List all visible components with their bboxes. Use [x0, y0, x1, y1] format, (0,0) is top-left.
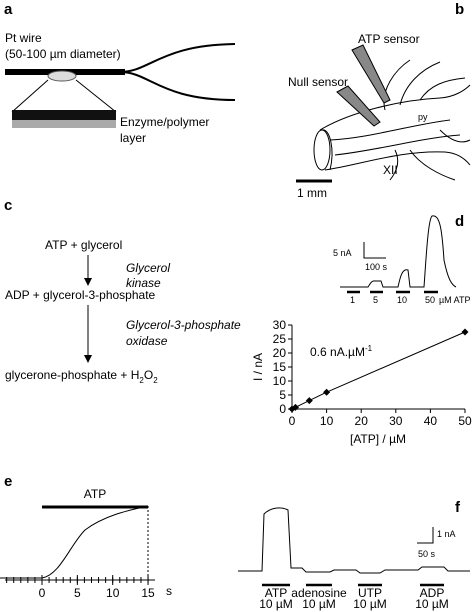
y-tick-label: 15	[273, 360, 287, 374]
panel-label: f	[455, 499, 461, 516]
layer-label: layer	[120, 131, 146, 145]
x-tick-label: 10	[320, 414, 334, 428]
tick-label: 10	[106, 586, 120, 600]
y-tick-label: 5	[279, 388, 286, 402]
scale-label: 100 s	[365, 262, 388, 272]
x-tick-label: 50	[458, 414, 472, 428]
atp-sensor	[351, 44, 391, 104]
null-sensor-label: Null sensor	[288, 75, 348, 89]
conc-label: 50	[425, 295, 435, 305]
scale-bars	[363, 242, 386, 259]
enzyme-bump	[47, 70, 77, 82]
y-tick-label: 10	[273, 374, 287, 388]
scale-label: 1 nA	[437, 529, 456, 539]
fit-line	[291, 331, 466, 410]
scale-label: 1 mm	[297, 186, 327, 200]
scale-bars	[417, 527, 434, 544]
magnify-lines	[11, 79, 117, 113]
response-trace	[0, 505, 149, 579]
stim-conc: 10 µM	[302, 597, 336, 611]
wire-label: Pt wire	[5, 31, 42, 45]
x-tick-label: 20	[355, 414, 369, 428]
scale-label: 50 s	[418, 549, 436, 559]
diameter-label: (50-100 µm diameter)	[5, 47, 121, 61]
point	[305, 397, 313, 405]
x-axis-label: [ATP] / µM	[350, 432, 406, 446]
panel-label: c	[4, 197, 12, 214]
layer-label: Enzyme/polymer	[120, 115, 209, 129]
stim-label: adenosine	[291, 586, 347, 600]
py-label: py	[418, 112, 428, 122]
enzyme: oxidase	[126, 334, 168, 348]
conc-label: 10	[397, 295, 407, 305]
y-axis-label: I / nA	[251, 353, 265, 381]
null-sensor	[336, 85, 381, 127]
tick-label: 15	[141, 586, 155, 600]
point	[461, 328, 469, 336]
substrate: ATP + glycerol	[45, 238, 122, 252]
stim-label: UTP	[358, 586, 382, 600]
x-tick-label: 30	[389, 414, 403, 428]
y-tick-label: 30	[273, 318, 287, 332]
inset-trace	[340, 215, 457, 288]
y-tick-label: 0	[279, 402, 286, 416]
scale-label: 5 nA	[333, 248, 352, 258]
unit-label: µM ATP	[439, 295, 471, 305]
y-tick-label: 25	[273, 332, 287, 346]
annotation: 0.6 nA.µM-1	[310, 344, 373, 359]
stimulus-label: ATP	[84, 487, 106, 501]
panel-label: d	[455, 213, 464, 230]
enzyme: kinase	[126, 276, 161, 290]
product: glycerone-phosphate + H2O2	[5, 368, 158, 385]
enzyme: Glycerol	[126, 261, 170, 275]
x-tick-label: 40	[424, 414, 438, 428]
conc-label: 5	[373, 295, 378, 305]
xii-label: XII	[383, 163, 398, 177]
enzyme: Glycerol-3-phosphate	[126, 318, 241, 332]
response-trace	[238, 507, 470, 574]
stim-label: ATP	[265, 586, 287, 600]
point	[291, 403, 299, 411]
stim-conc: 10 µM	[415, 597, 449, 611]
stim-conc: 10 µM	[353, 597, 387, 611]
conc-label: 1	[350, 295, 355, 305]
panel-label: b	[455, 1, 464, 18]
time-ticks: 0 5 10 15	[6, 575, 155, 600]
point	[323, 388, 331, 396]
polymer-band	[12, 120, 116, 128]
stim-conc: 10 µM	[259, 597, 293, 611]
enzyme-band	[12, 110, 116, 120]
atp-sensor-label: ATP sensor	[358, 32, 420, 46]
x-tick-label: 0	[289, 414, 296, 428]
brainstem-drawing	[313, 59, 471, 181]
y-tick-label: 20	[273, 346, 287, 360]
panel-label: e	[4, 473, 12, 490]
unit-label: s	[166, 584, 172, 598]
tick-label: 5	[74, 586, 81, 600]
intermediate: ADP + glycerol-3-phosphate	[5, 288, 156, 302]
panel-label: a	[4, 1, 13, 18]
tick-label: 0	[39, 586, 46, 600]
stim-label: ADP	[420, 586, 445, 600]
